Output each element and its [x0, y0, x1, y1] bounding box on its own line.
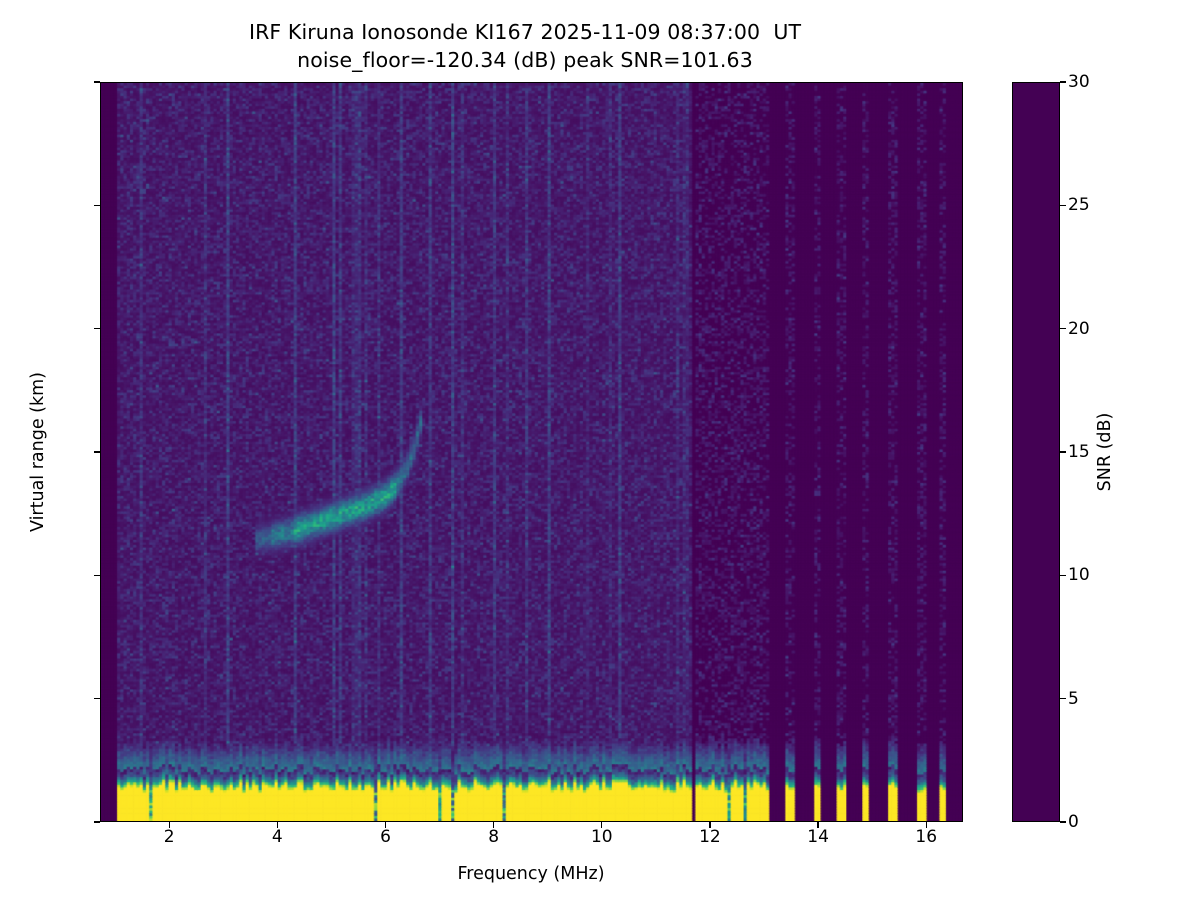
colorbar-tick-label: 15	[1068, 442, 1090, 462]
x-tick-label: 6	[380, 827, 391, 847]
x-tick-label: 16	[915, 827, 938, 847]
x-tick-label: 10	[590, 827, 613, 847]
y-tick-mark	[94, 821, 100, 823]
colorbar-tick-mark	[1060, 698, 1066, 700]
y-axis-label: Virtual range (km)	[28, 371, 48, 533]
y-tick-mark	[94, 328, 100, 330]
x-tick-mark	[492, 822, 495, 828]
x-axis-label: Frequency (MHz)	[457, 864, 605, 884]
x-tick-label: 4	[271, 827, 283, 847]
colorbar-tick-label: 20	[1068, 318, 1090, 339]
x-tick-mark	[384, 822, 387, 828]
colorbar-tick-mark	[1060, 574, 1066, 576]
x-tick-mark	[925, 822, 927, 828]
x-tick-mark	[817, 822, 819, 828]
colorbar-tick-mark	[1060, 451, 1066, 453]
figure-title: IRF Kiruna Ionosonde KI167 2025-11-09 08…	[0, 18, 1050, 74]
title-line-1: IRF Kiruna Ionosonde KI167 2025-11-09 08…	[248, 20, 802, 44]
x-tick-mark	[601, 822, 603, 828]
colorbar-tick-label: 0	[1068, 812, 1079, 832]
colorbar	[1012, 82, 1060, 822]
x-tick-mark	[168, 822, 170, 828]
colorbar-label: SNR (dB)	[1095, 412, 1115, 492]
title-line-2: noise_floor=-120.34 (dB) peak SNR=101.63	[297, 48, 753, 72]
y-tick-mark	[94, 698, 100, 700]
y-tick-mark	[94, 204, 100, 206]
colorbar-tick-mark	[1060, 821, 1066, 823]
colorbar-tick-mark	[1060, 204, 1066, 206]
ionogram-plot-area[interactable]	[100, 82, 963, 822]
colorbar-gradient	[1013, 83, 1059, 821]
y-tick-mark	[94, 574, 100, 576]
colorbar-tick-label: 5	[1068, 688, 1079, 709]
colorbar-tick-label: 10	[1068, 565, 1090, 586]
x-tick-label: 12	[699, 827, 721, 847]
x-tick-mark	[276, 822, 278, 828]
y-tick-mark	[94, 451, 100, 453]
colorbar-tick-mark	[1060, 328, 1066, 330]
colorbar-tick-mark	[1060, 81, 1066, 83]
axes-decorations: Virtual range (km) Frequency (MHz) 01002…	[28, 81, 963, 884]
x-tick-mark	[709, 822, 711, 828]
colorbar-tick-label: 30	[1068, 72, 1090, 92]
x-tick-label: 2	[163, 827, 175, 847]
x-tick-label: 14	[807, 827, 829, 847]
ionogram-heatmap	[101, 83, 962, 821]
y-tick-mark	[94, 81, 100, 83]
colorbar-tick-label: 25	[1068, 195, 1090, 216]
x-tick-label: 8	[488, 827, 500, 847]
